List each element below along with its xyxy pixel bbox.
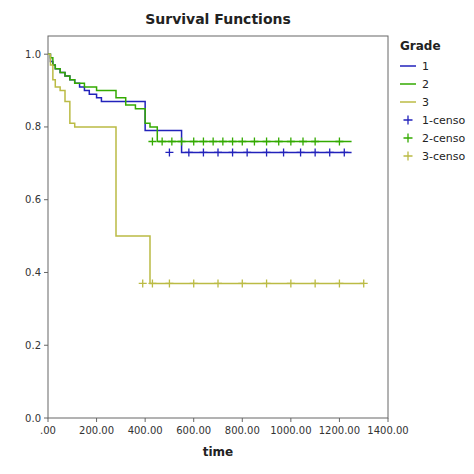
x-tick-label: 800.00: [225, 425, 260, 436]
censor-mark: [335, 138, 343, 146]
censor-mark: [360, 279, 368, 287]
chart: .00 200.00 400.00 600.00 800.00 1000.00 1200.0…: [0, 0, 474, 474]
title: Survival Functions: [145, 11, 291, 27]
y-tick: [44, 199, 48, 200]
y-tick-label: 0.0: [25, 413, 41, 424]
censor-mark: [165, 148, 173, 156]
censor-mark: [287, 279, 295, 287]
censor-mark: [335, 279, 343, 287]
x-tick: [242, 418, 243, 422]
step-line: [48, 54, 352, 141]
censor-mark: [209, 138, 217, 146]
y-tick-label: 0.4: [25, 267, 41, 278]
censor-mark: [214, 148, 222, 156]
censor-mark: [178, 138, 186, 146]
censor-mark: [190, 138, 198, 146]
x-tick-label: 1000.00: [270, 425, 311, 436]
censor-mark: [275, 138, 283, 146]
censor-mark: [326, 148, 334, 156]
y-tick: [44, 418, 48, 419]
censor-mark: [219, 138, 227, 146]
censor-mark: [287, 138, 295, 146]
legend-label: 2-censo: [422, 132, 465, 145]
censor-mark: [199, 148, 207, 156]
x-tick: [96, 418, 97, 422]
legend-label: 2: [422, 78, 429, 91]
censor-mark: [158, 138, 166, 146]
censor-mark: [250, 138, 258, 146]
censor-mark: [297, 148, 305, 156]
plot-frame: [48, 36, 388, 418]
y-tick-label: 0.2: [25, 340, 41, 351]
y-tick: [44, 272, 48, 273]
censor-mark: [311, 279, 319, 287]
x-tick-label: 1200.00: [319, 425, 360, 436]
x-tick: [145, 418, 146, 422]
censor-mark: [165, 279, 173, 287]
legend-label: 1: [422, 60, 429, 73]
censor-mark: [238, 138, 246, 146]
step-line: [48, 54, 364, 283]
plot-area: [48, 36, 388, 418]
x-tick-label: 1400.00: [367, 425, 408, 436]
x-tick: [48, 418, 49, 422]
censor-mark: [148, 138, 156, 146]
legend: Grade 1 2 3 1-censo 2-censo 3-censo: [400, 39, 465, 163]
censor-mark: [263, 279, 271, 287]
censor-mark: [263, 138, 271, 146]
censor-mark: [229, 138, 237, 146]
censor-mark: [311, 138, 319, 146]
censor-mark: [229, 148, 237, 156]
censor-mark: [199, 138, 207, 146]
censor-mark: [280, 148, 288, 156]
censor-mark: [214, 279, 222, 287]
y-tick: [44, 126, 48, 127]
censor-mark: [243, 148, 251, 156]
censor-mark: [139, 279, 147, 287]
x-tick-label: 200.00: [79, 425, 114, 436]
censor-mark: [238, 279, 246, 287]
legend-swatch: [404, 152, 413, 161]
y-tick-label: 0.6: [25, 194, 41, 205]
censor-mark: [311, 148, 319, 156]
x-axis-label: time: [203, 445, 234, 459]
data-layer: [48, 54, 368, 287]
y-tick-label: 0.8: [25, 121, 41, 132]
x-tick-label: 400.00: [128, 425, 163, 436]
y-tick: [44, 54, 48, 55]
legend-label: 3: [422, 96, 429, 109]
censor-mark: [190, 279, 198, 287]
y-tick: [44, 345, 48, 346]
legend-swatch: [400, 101, 416, 103]
legend-swatch: [404, 116, 413, 125]
legend-swatch: [400, 65, 416, 67]
censor-mark: [148, 279, 156, 287]
legend-swatch: [404, 134, 413, 143]
censor-mark: [299, 138, 307, 146]
x-tick-label: 600.00: [176, 425, 211, 436]
censor-mark: [168, 138, 176, 146]
x-tick: [388, 418, 389, 422]
x-tick: [290, 418, 291, 422]
censor-mark: [185, 148, 193, 156]
censor-mark: [263, 148, 271, 156]
axes: .00 200.00 400.00 600.00 800.00 1000.00 1200.0…: [25, 36, 409, 436]
legend-label: 1-censo: [422, 114, 465, 127]
censor-mark: [340, 148, 348, 156]
legend-label: 3-censo: [422, 150, 465, 163]
x-tick: [339, 418, 340, 422]
legend-title: Grade: [400, 39, 441, 53]
legend-swatch: [400, 83, 416, 85]
y-tick-label: 1.0: [25, 49, 41, 60]
step-line: [48, 54, 352, 152]
x-tick: [193, 418, 194, 422]
x-tick-label: .00: [40, 425, 56, 436]
